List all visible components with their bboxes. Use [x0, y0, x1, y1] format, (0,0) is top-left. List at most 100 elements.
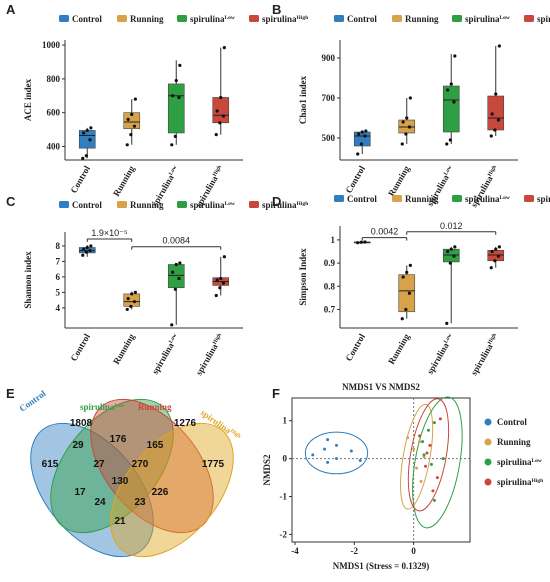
plot-frame	[291, 397, 471, 543]
point-0-5	[89, 126, 93, 130]
box-2	[167, 83, 185, 134]
legend-swatch-0	[334, 15, 344, 22]
comparison-label-0: 0.0042	[371, 227, 399, 237]
point-1-5	[408, 96, 412, 100]
point-0-1	[84, 250, 88, 254]
venn-set-label-0: Control	[17, 388, 48, 414]
legend-swatch-2	[177, 201, 187, 208]
point-0-3	[82, 247, 86, 251]
point-2-0	[170, 143, 174, 147]
legend-swatch-2	[177, 15, 187, 22]
point-2-1	[173, 287, 177, 291]
point-0-0	[356, 241, 360, 245]
box-1	[123, 112, 141, 130]
nmds-point-0-1	[326, 438, 330, 442]
point-3-1	[218, 121, 222, 125]
nmds-point-0-0	[311, 453, 315, 457]
legend-label-0: Control	[72, 14, 102, 24]
panel-letter-F: F	[272, 386, 280, 401]
y-tick-label-0: 0.7	[324, 304, 336, 314]
category-label-1: Running	[386, 164, 412, 198]
point-0-2	[88, 248, 92, 253]
point-2-4	[174, 262, 178, 267]
legend-label-2: spirulinaLow	[190, 14, 235, 24]
y-tick-label-0: -2	[280, 529, 288, 539]
y-tick-label-2: 0.9	[324, 258, 336, 268]
point-3-4	[494, 92, 498, 96]
point-2-5	[178, 261, 182, 265]
point-3-3	[490, 249, 494, 254]
venn-count-14: 21	[114, 516, 126, 527]
point-3-2	[221, 114, 226, 118]
box-2	[442, 85, 460, 133]
legend-swatch-0	[59, 15, 69, 22]
point-1-5	[408, 263, 412, 268]
legend-label-2: spirulinaLow	[465, 194, 510, 204]
box-1	[398, 274, 416, 313]
point-2-5	[453, 54, 457, 58]
category-label-3: spirulinaHigh	[469, 332, 501, 377]
point-3-3	[215, 109, 219, 113]
legend-swatch-1	[392, 15, 402, 22]
confidence-ellipse-2	[412, 396, 463, 529]
y-tick-label-3: 1000	[42, 40, 61, 50]
point-1-4	[405, 270, 409, 274]
legend-marker-1	[484, 438, 492, 446]
nmds-point-0-6	[326, 460, 330, 464]
nmds-point-2-6	[422, 453, 426, 457]
nmds-point-0-7	[323, 447, 327, 451]
box-2	[442, 248, 460, 263]
point-1-3	[126, 117, 130, 122]
y-tick-label-4: 8	[56, 241, 61, 251]
category-label-1: Running	[111, 164, 137, 198]
point-2-1	[448, 261, 452, 265]
point-2-3	[446, 88, 450, 92]
venn-count-13: 23	[134, 497, 146, 508]
y-axis-label: NMDS2	[262, 454, 272, 485]
panel-letter-C: C	[6, 194, 16, 209]
box-3	[487, 250, 505, 262]
point-0-0	[81, 253, 85, 257]
point-3-3	[215, 278, 219, 282]
point-0-4	[85, 128, 89, 133]
point-2-2	[452, 100, 456, 104]
point-1-3	[401, 120, 405, 124]
point-3-1	[493, 259, 497, 263]
point-2-5	[453, 245, 457, 249]
panel-letter-D: D	[272, 194, 281, 209]
legend-marker-0	[484, 418, 492, 426]
legend-label-1: Running	[405, 194, 439, 204]
point-2-1	[448, 138, 452, 142]
point-0-1	[359, 240, 363, 244]
legend-label-1: Running	[405, 14, 439, 24]
point-0-2	[363, 134, 367, 138]
nmds-point-3-2	[428, 443, 432, 447]
y-tick-label-2: 800	[47, 74, 61, 84]
point-3-5	[497, 44, 501, 48]
point-2-3	[171, 94, 175, 98]
point-0-0	[81, 156, 85, 160]
y-tick-label-2: 6	[56, 272, 61, 282]
point-2-0	[445, 142, 449, 146]
nmds-point-3-4	[438, 417, 442, 421]
panel-letter-A: A	[6, 2, 16, 17]
venn-set-label-1: spirulinaLow	[80, 402, 125, 412]
venn-count-12: 24	[94, 497, 106, 508]
legend-label-0: Control	[347, 194, 377, 204]
y-tick-label-3: 1	[331, 235, 336, 245]
chart-title: NMDS1 VS NMDS2	[342, 382, 420, 392]
y-axis-label: Shannon index	[23, 251, 33, 309]
point-2-4	[449, 82, 453, 86]
point-3-3	[490, 112, 494, 116]
point-1-5	[133, 97, 137, 101]
y-tick-label-2: 900	[322, 53, 336, 63]
category-label-1: Running	[111, 332, 137, 366]
y-tick-label-1: 5	[56, 287, 61, 297]
point-3-2	[496, 254, 501, 258]
point-1-1	[404, 132, 408, 136]
venn-count-4: 29	[72, 440, 84, 451]
legend-marker-2	[484, 458, 492, 466]
category-label-0: Control	[343, 332, 367, 363]
venn-count-2: 1276	[174, 418, 197, 429]
nmds-point-3-6	[431, 489, 435, 493]
